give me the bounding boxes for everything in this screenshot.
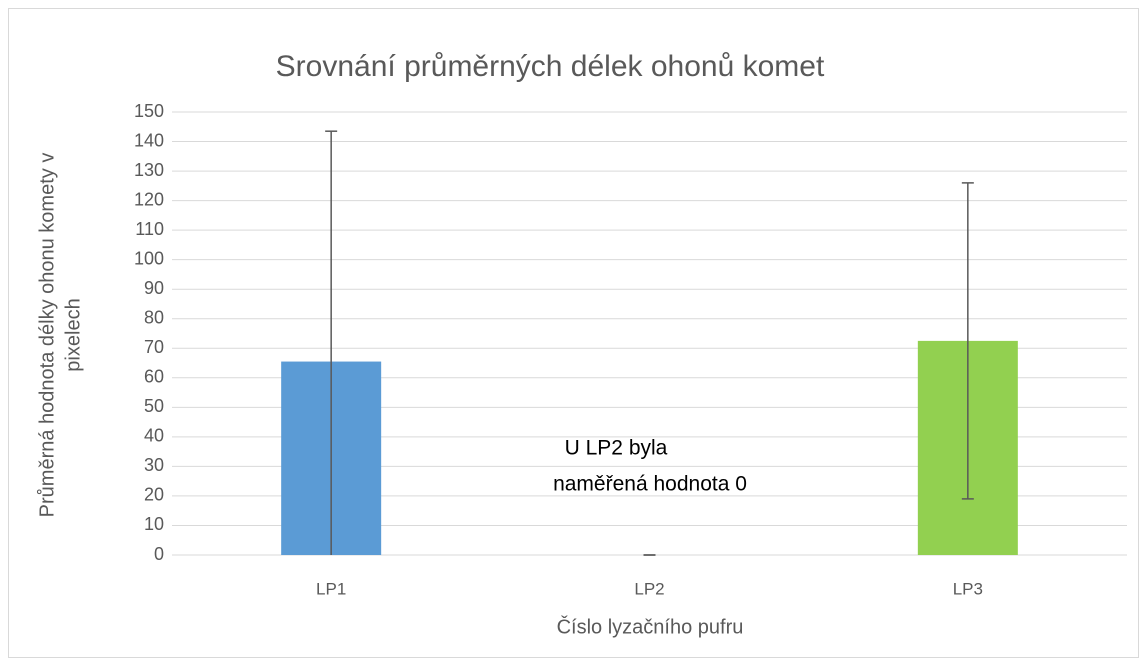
y-tick-label: 80 xyxy=(144,307,164,327)
y-axis-label-line: pixelech xyxy=(62,298,84,371)
x-tick-label: LP2 xyxy=(634,579,664,598)
y-tick-label: 100 xyxy=(134,248,164,268)
annotation: U LP2 byla xyxy=(565,437,668,460)
y-tick-label: 130 xyxy=(134,160,164,180)
y-tick-label: 120 xyxy=(134,189,164,209)
chart-title: Srovnání průměrných délek ohonů komet xyxy=(276,50,825,83)
y-tick-label: 60 xyxy=(144,367,164,387)
y-tick-label: 20 xyxy=(144,485,164,505)
annotation: naměřená hodnota 0 xyxy=(553,473,747,496)
y-tick-label: 150 xyxy=(134,101,164,121)
chart-border xyxy=(8,8,1139,658)
y-tick-label: 90 xyxy=(144,278,164,298)
y-tick-label: 110 xyxy=(135,219,164,239)
y-tick-label: 10 xyxy=(144,514,164,534)
y-axis-label: Průměrná hodnota délky ohonu komety v pi… xyxy=(36,153,84,518)
x-axis-label: Číslo lyzačního pufru xyxy=(557,615,744,638)
y-tick-label: 30 xyxy=(144,455,164,475)
x-tick-label: LP1 xyxy=(316,579,346,598)
y-axis-label-line: Průměrná hodnota délky ohonu komety v xyxy=(36,153,58,518)
y-tick-label: 50 xyxy=(144,396,164,416)
y-tick-label: 40 xyxy=(144,426,164,446)
x-tick-label: LP3 xyxy=(953,579,983,598)
y-tick-label: 0 xyxy=(154,544,164,564)
y-tick-label: 140 xyxy=(134,130,164,150)
y-tick-label: 70 xyxy=(144,337,164,357)
